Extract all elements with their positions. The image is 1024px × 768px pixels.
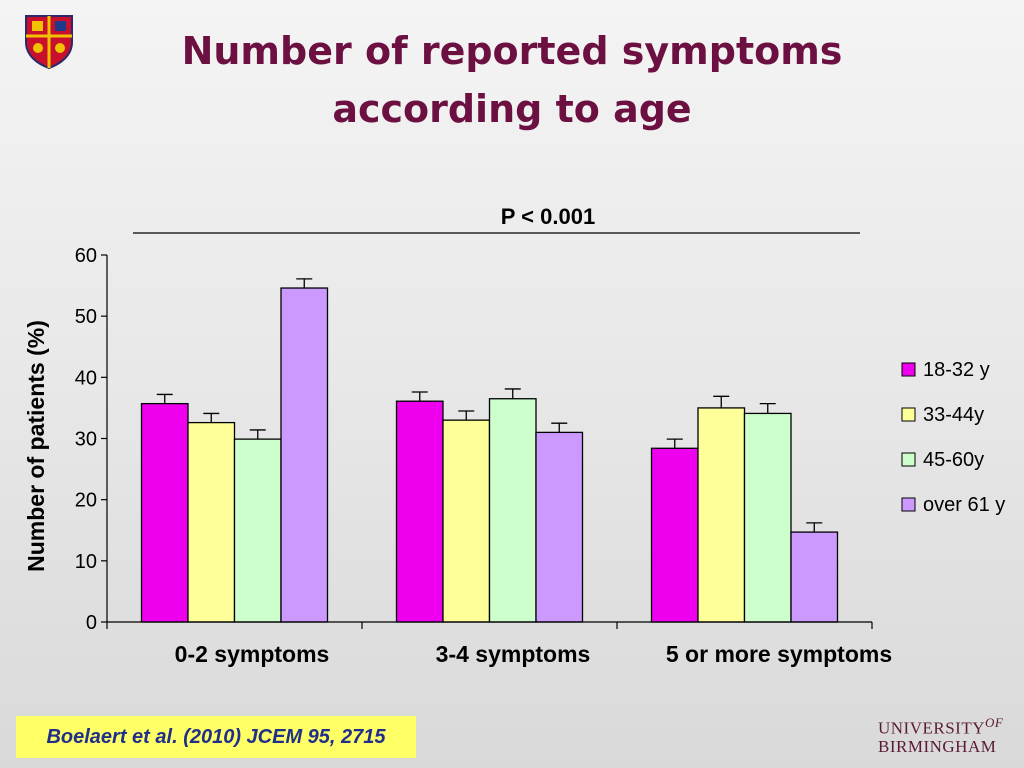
y-tick-label: 10 [75, 551, 97, 573]
y-tick-label: 50 [75, 306, 97, 328]
bar [233, 438, 282, 623]
x-category-label: 0-2 symptoms [175, 641, 330, 667]
x-category-label: 3-4 symptoms [436, 641, 591, 667]
y-axis-label: Number of patients (%) [23, 320, 49, 572]
y-tick-label: 40 [75, 367, 97, 389]
university-logo: UNIVERSITYOF BIRMINGHAM [878, 714, 1008, 756]
y-tick-label: 20 [75, 490, 97, 512]
x-axis: 0-2 symptoms 3-4 symptoms 5 or more sympto… [106, 621, 892, 667]
legend-label: 45-60y [923, 449, 984, 471]
bar [442, 419, 491, 623]
y-axis: 0 10 20 30 40 50 60 [75, 245, 108, 634]
university-crest-icon [25, 15, 73, 70]
legend-label: 33-44y [923, 404, 984, 426]
bar [650, 447, 699, 623]
y-tick-label: 30 [75, 429, 97, 451]
p-value-annotation: P < 0.001 [501, 204, 595, 229]
slide-title-line-2: according to age [332, 87, 692, 131]
legend-swatch [901, 407, 916, 422]
legend: 18-32 y 33-44y 45-60y over 61 y [901, 359, 1005, 516]
y-tick-label: 0 [86, 612, 97, 634]
bar [790, 531, 839, 623]
slide-title: Number of reported symptoms according to… [0, 22, 1024, 138]
bar [395, 400, 444, 623]
x-category-label: 5 or more symptoms [666, 641, 892, 667]
legend-label: over 61 y [923, 494, 1005, 516]
bars-group [140, 278, 839, 623]
legend-swatch [901, 452, 916, 467]
logo-of-text: OF [985, 715, 1004, 730]
bar [535, 431, 584, 623]
bar [187, 421, 236, 623]
logo-university-text: UNIVERSITY [878, 718, 985, 738]
bar [743, 412, 792, 623]
y-tick-label: 60 [75, 245, 97, 267]
bar [488, 398, 537, 623]
bar [280, 287, 329, 623]
citation-box: Boelaert et al. (2010) JCEM 95, 2715 [16, 716, 416, 758]
legend-swatch [901, 362, 916, 377]
bar [140, 402, 189, 623]
legend-label: 18-32 y [923, 359, 990, 381]
slide-title-line-1: Number of reported symptoms [181, 29, 843, 73]
logo-birmingham-text: BIRMINGHAM [878, 736, 997, 756]
legend-swatch [901, 497, 916, 512]
bar [697, 407, 746, 623]
